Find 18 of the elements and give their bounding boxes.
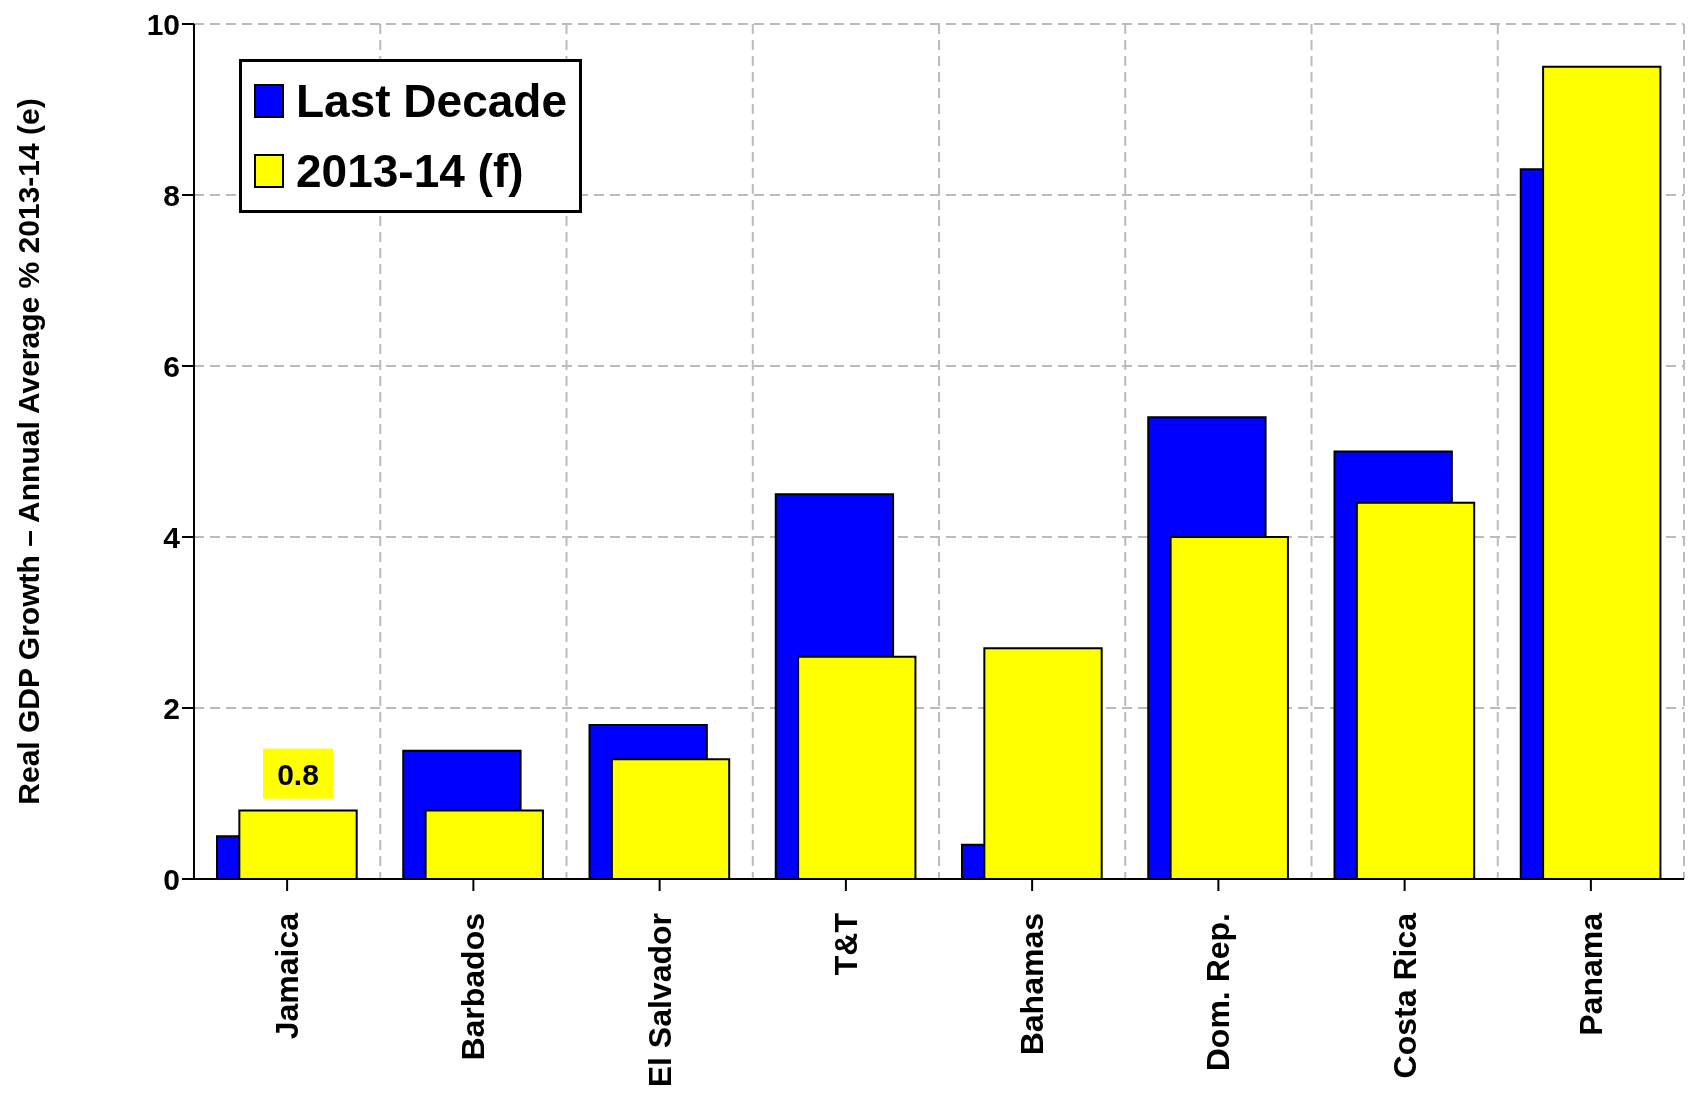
legend-label: Last Decade [296,74,568,129]
y-tick-label: 0 [163,862,180,896]
y-tick-label: 10 [146,7,180,41]
x-tick-label: T&T [827,912,864,976]
x-tick-label: Barbados [455,913,492,1061]
x-tick-label: Costa Rica [1386,912,1423,1079]
y-tick-label: 6 [163,349,180,383]
x-tick-label: Dom. Rep. [1200,913,1237,1072]
data-label: 0.8 [277,757,319,791]
y-axis-title: Real GDP Growth – Annual Average % 2013-14 (e) [11,98,45,805]
x-tick-label: Panama [1572,912,1609,1036]
legend-label: 2013-14 (f) [296,144,524,199]
y-tick-label: 8 [163,178,180,212]
x-tick-label: Jamaica [269,912,306,1040]
x-tick-label: Bahamas [1014,913,1051,1056]
y-tick-label: 4 [163,520,181,554]
y-tick-label: 2 [163,691,180,725]
x-tick-label: El Salvador [641,913,678,1088]
